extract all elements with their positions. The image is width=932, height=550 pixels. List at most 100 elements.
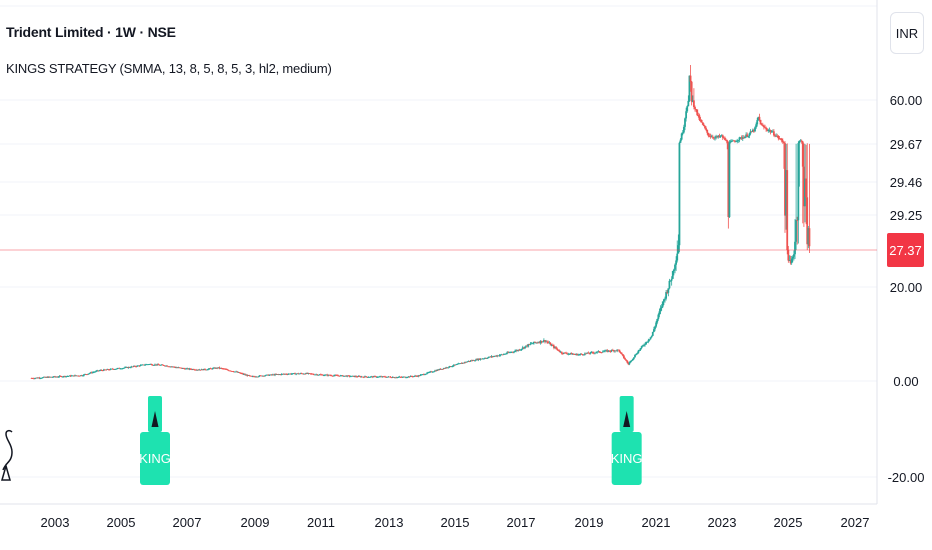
candle-body bbox=[107, 369, 110, 370]
candle-body bbox=[401, 376, 404, 378]
candle-body bbox=[621, 354, 624, 356]
candle-body bbox=[139, 365, 142, 366]
candle-body bbox=[695, 109, 698, 110]
candle-body bbox=[697, 115, 700, 116]
candle-body bbox=[575, 353, 578, 355]
candle-body bbox=[48, 376, 51, 378]
indicator-legend[interactable]: KINGS STRATEGY (SMMA, 13, 8, 5, 8, 5, 3,… bbox=[6, 61, 332, 76]
currency-button[interactable]: INR bbox=[890, 12, 924, 54]
candle-body bbox=[752, 129, 755, 132]
candle-body bbox=[735, 141, 738, 142]
drawing-tool-icon[interactable] bbox=[1, 429, 13, 481]
candle-body bbox=[34, 378, 36, 379]
candle-body bbox=[225, 369, 228, 370]
candle-body bbox=[156, 364, 159, 366]
candle-body bbox=[584, 353, 586, 355]
candle-body bbox=[757, 116, 760, 121]
candle-body bbox=[415, 375, 418, 377]
candle-body bbox=[251, 376, 254, 378]
candle-body bbox=[521, 347, 524, 349]
up-arrow-icon bbox=[623, 411, 631, 427]
candle-body bbox=[614, 350, 616, 352]
candle-body bbox=[264, 375, 266, 377]
x-tick-label: 2023 bbox=[708, 515, 737, 530]
candle-body bbox=[161, 364, 164, 366]
candle-body bbox=[598, 351, 601, 353]
candle-body bbox=[782, 142, 785, 144]
candle-body bbox=[200, 369, 203, 371]
candle-body bbox=[56, 376, 59, 378]
candle-body bbox=[692, 100, 695, 107]
candle-body bbox=[419, 374, 422, 376]
candle-body bbox=[330, 375, 333, 377]
candle-body bbox=[37, 377, 40, 379]
candle-body bbox=[64, 376, 66, 377]
candle-body bbox=[142, 364, 145, 366]
candle-body bbox=[244, 374, 246, 375]
candle-body bbox=[784, 143, 786, 216]
king-signal-marker: KING bbox=[139, 396, 171, 485]
candle-body bbox=[158, 364, 161, 366]
candle-body bbox=[80, 375, 83, 377]
candle-body bbox=[85, 374, 88, 375]
candle-body bbox=[336, 375, 339, 377]
candle-body bbox=[338, 375, 341, 377]
candle-body bbox=[224, 368, 226, 370]
last-price-label: 27.37 bbox=[889, 243, 922, 258]
candle-body bbox=[640, 346, 643, 349]
candle-body bbox=[601, 351, 604, 353]
candle-body bbox=[718, 135, 721, 137]
candle-body bbox=[785, 170, 788, 216]
candle-body bbox=[799, 140, 802, 142]
candle-body bbox=[279, 374, 282, 376]
candle-body bbox=[398, 376, 401, 378]
candle-body bbox=[90, 372, 93, 374]
candle-body bbox=[67, 376, 70, 377]
candle-body bbox=[54, 376, 56, 378]
candle-body bbox=[84, 374, 86, 375]
candle-body bbox=[192, 369, 195, 370]
candle-body bbox=[408, 376, 411, 378]
up-arrow-icon bbox=[151, 411, 159, 427]
candle-body bbox=[79, 375, 82, 377]
candle-body bbox=[149, 364, 152, 365]
y-tick-label: -20.00 bbox=[888, 470, 925, 485]
candle-body bbox=[367, 377, 370, 378]
candle-body bbox=[112, 369, 115, 370]
candle-body bbox=[667, 288, 670, 293]
candle-body bbox=[471, 360, 474, 361]
candle-body bbox=[528, 344, 531, 345]
candle-body bbox=[634, 354, 636, 358]
candle-body bbox=[379, 376, 382, 378]
candle-body bbox=[239, 372, 242, 374]
candle-body bbox=[560, 351, 563, 354]
candle-body bbox=[446, 367, 449, 369]
y-tick-label: 20.00 bbox=[890, 280, 923, 295]
y-tick-label: 0.00 bbox=[893, 374, 918, 389]
candle-body bbox=[111, 368, 114, 370]
candle-body bbox=[467, 361, 470, 362]
candle-body bbox=[747, 136, 750, 137]
candle-body bbox=[39, 378, 42, 379]
candle-body bbox=[791, 256, 794, 259]
candle-body bbox=[285, 373, 288, 375]
candle-body bbox=[501, 354, 504, 356]
x-tick-label: 2021 bbox=[642, 515, 671, 530]
candle-body bbox=[555, 347, 558, 349]
candle-body bbox=[148, 364, 151, 365]
candle-body bbox=[195, 369, 198, 371]
candle-body bbox=[700, 120, 703, 123]
candle-body bbox=[475, 359, 478, 361]
candle-body bbox=[684, 118, 686, 127]
candle-body bbox=[49, 376, 52, 378]
candle-body bbox=[61, 376, 64, 378]
candle-body bbox=[231, 371, 234, 372]
candle-body bbox=[491, 356, 494, 357]
candle-body bbox=[287, 373, 290, 375]
candle-body bbox=[337, 375, 340, 377]
candle-body bbox=[374, 376, 376, 378]
candle-body bbox=[669, 280, 672, 282]
y-tick-label: 60.00 bbox=[890, 93, 923, 108]
candle-body bbox=[422, 374, 425, 375]
